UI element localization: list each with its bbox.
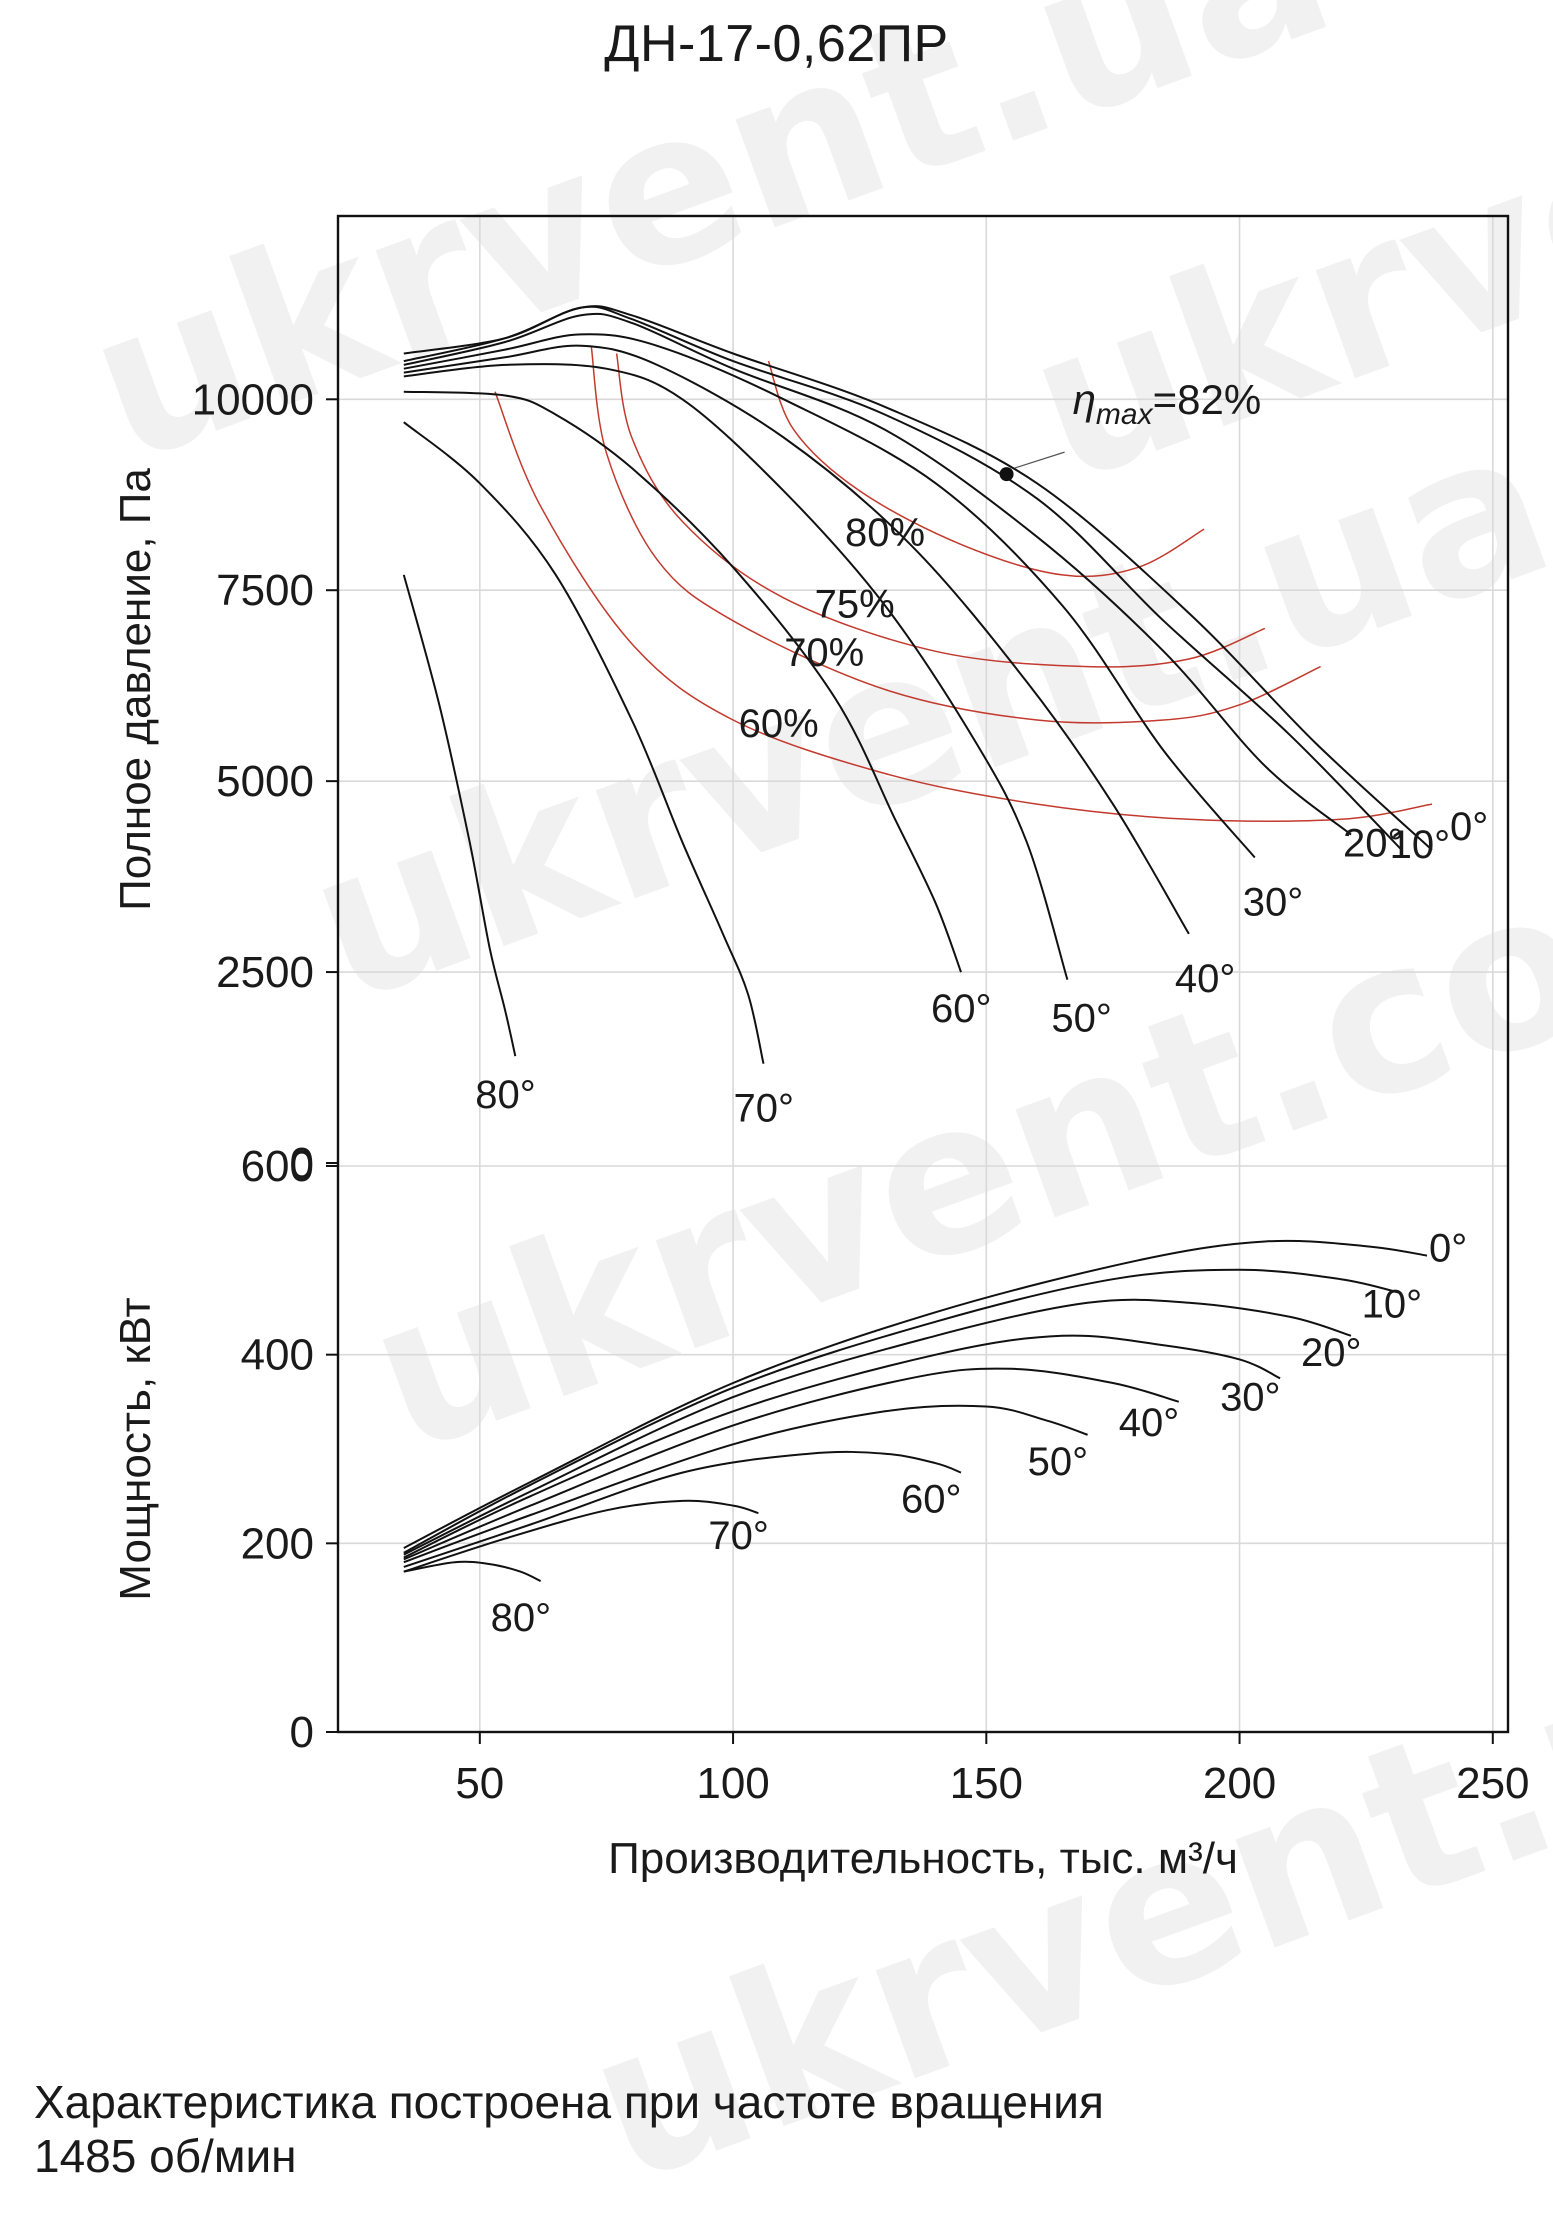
pressure-curve-label-20°: 20° <box>1343 822 1404 866</box>
power-curve-label-70°: 70° <box>708 1514 769 1558</box>
power-curve-label-10°: 10° <box>1362 1282 1423 1326</box>
pressure-tick-label: 2500 <box>216 948 314 997</box>
efficiency-label-60pct: 60% <box>739 702 819 746</box>
pressure-curve-50° <box>403 363 1069 980</box>
efficiency-curve-60% <box>494 391 1433 822</box>
power-curve-0° <box>403 1239 1428 1549</box>
pressure-curve-label-70°: 70° <box>733 1087 794 1131</box>
x-tick-label: 100 <box>696 1759 769 1808</box>
power-tick-label: 400 <box>241 1331 314 1380</box>
power-curve-label-0°: 0° <box>1429 1227 1467 1271</box>
eta-max-label: ηmax=82% <box>1073 376 1262 431</box>
power-curve-30° <box>403 1334 1281 1559</box>
x-axis-label: Производительность, тыс. м³/ч <box>608 1834 1238 1883</box>
pressure-curve-label-0°: 0° <box>1450 805 1488 849</box>
curve-layer <box>402 305 1433 1583</box>
pressure-curve-10° <box>403 305 1403 851</box>
pressure-curve-label-40°: 40° <box>1175 957 1236 1001</box>
pressure-curve-60° <box>403 390 962 973</box>
pressure-tick-label: 10000 <box>192 375 314 424</box>
power-curve-label-40°: 40° <box>1119 1401 1180 1445</box>
pressure-tick-label: 0 <box>290 1139 314 1188</box>
power-curve-20° <box>403 1298 1352 1556</box>
footnote: Характеристика построена при частоте вра… <box>34 2075 1534 2183</box>
efficiency-curve-75% <box>615 353 1266 668</box>
power-tick-label: 0 <box>290 1708 314 1757</box>
eta-max-leader <box>1014 451 1065 469</box>
pressure-axis-label: Полное давление, Па <box>111 468 160 911</box>
pressure-curve-label-50°: 50° <box>1051 997 1112 1041</box>
power-curve-60° <box>403 1450 962 1568</box>
power-axis-label: Мощность, кВт <box>111 1297 160 1600</box>
efficiency-label-70pct: 70% <box>784 631 864 675</box>
power-curve-label-80°: 80° <box>491 1596 552 1640</box>
efficiency-label-75pct: 75% <box>815 583 895 627</box>
eta-max-point <box>999 467 1014 482</box>
pressure-curve-20° <box>403 312 1352 836</box>
power-tick-label: 600 <box>241 1142 314 1191</box>
label-layer: 0°10°20°30°40°50°60°70°80°0°10°20°30°40°… <box>475 376 1488 1640</box>
footnote-line-1: Характеристика построена при частоте вра… <box>34 2076 1104 2128</box>
power-curve-10° <box>403 1268 1402 1554</box>
pressure-curve-40° <box>403 344 1190 935</box>
pressure-curve-label-10°: 10° <box>1390 823 1451 867</box>
plot-frame <box>336 214 1510 1734</box>
power-curve-80° <box>403 1560 542 1583</box>
pressure-curve-label-60°: 60° <box>931 987 992 1031</box>
pressure-tick-label: 7500 <box>216 566 314 615</box>
pressure-curve-30° <box>403 333 1256 859</box>
x-tick-label: 50 <box>455 1759 504 1808</box>
power-curve-label-20°: 20° <box>1301 1331 1362 1375</box>
power-curve-label-60°: 60° <box>901 1478 962 1522</box>
power-tick-label: 200 <box>241 1519 314 1568</box>
power-curve-label-50°: 50° <box>1028 1440 1089 1484</box>
power-curve-40° <box>403 1367 1180 1561</box>
footnote-line-2: 1485 об/мин <box>34 2130 297 2182</box>
power-curve-70° <box>403 1499 759 1573</box>
x-tick-label: 250 <box>1456 1759 1529 1808</box>
grid-layer <box>338 216 1508 1732</box>
axis-layer: 50 100 150 200 25002500500075001000002004006… <box>111 375 1530 1883</box>
pressure-curve-70° <box>403 421 765 1064</box>
chart-title: ДН-17-0,62ПР <box>604 15 949 73</box>
pressure-curve-80° <box>402 574 517 1057</box>
pressure-tick-label: 5000 <box>216 757 314 806</box>
x-tick-label: 150 <box>950 1759 1023 1808</box>
power-curve-50° <box>403 1404 1088 1564</box>
power-curve-label-30°: 30° <box>1220 1375 1281 1419</box>
x-tick-label: 200 <box>1203 1759 1276 1808</box>
efficiency-curve-70% <box>590 345 1321 724</box>
pressure-curve-label-80°: 80° <box>475 1073 535 1117</box>
efficiency-label-80pct: 80% <box>845 511 925 555</box>
pressure-curve-label-30°: 30° <box>1243 881 1304 925</box>
